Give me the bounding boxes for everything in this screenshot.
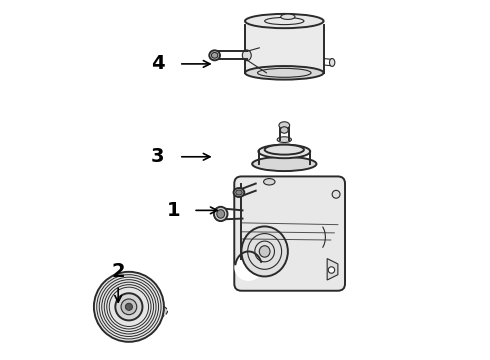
Ellipse shape <box>279 122 290 129</box>
Text: 3: 3 <box>125 306 129 311</box>
Text: 2: 2 <box>111 262 125 280</box>
Ellipse shape <box>245 14 323 28</box>
Ellipse shape <box>328 267 335 273</box>
Ellipse shape <box>209 50 220 60</box>
Ellipse shape <box>234 254 263 281</box>
Circle shape <box>115 293 143 320</box>
Ellipse shape <box>265 145 304 155</box>
Ellipse shape <box>245 66 323 80</box>
Text: 4: 4 <box>150 54 164 73</box>
Ellipse shape <box>236 190 242 195</box>
Circle shape <box>125 303 132 310</box>
Ellipse shape <box>234 188 245 197</box>
FancyBboxPatch shape <box>245 24 323 73</box>
Ellipse shape <box>211 53 218 58</box>
Ellipse shape <box>214 207 227 221</box>
Ellipse shape <box>258 145 310 158</box>
Ellipse shape <box>329 59 335 66</box>
Text: 1: 1 <box>167 201 180 220</box>
Polygon shape <box>327 258 338 280</box>
Text: 3: 3 <box>151 147 164 166</box>
Ellipse shape <box>264 179 275 185</box>
Ellipse shape <box>332 190 340 198</box>
Ellipse shape <box>243 50 251 61</box>
Ellipse shape <box>242 226 288 276</box>
Ellipse shape <box>217 210 224 218</box>
Ellipse shape <box>281 14 295 19</box>
Ellipse shape <box>277 137 292 143</box>
Ellipse shape <box>259 246 270 257</box>
Ellipse shape <box>252 157 317 171</box>
Circle shape <box>94 272 164 342</box>
Circle shape <box>121 299 137 315</box>
Ellipse shape <box>280 127 288 133</box>
FancyBboxPatch shape <box>234 176 345 291</box>
Ellipse shape <box>96 300 168 322</box>
